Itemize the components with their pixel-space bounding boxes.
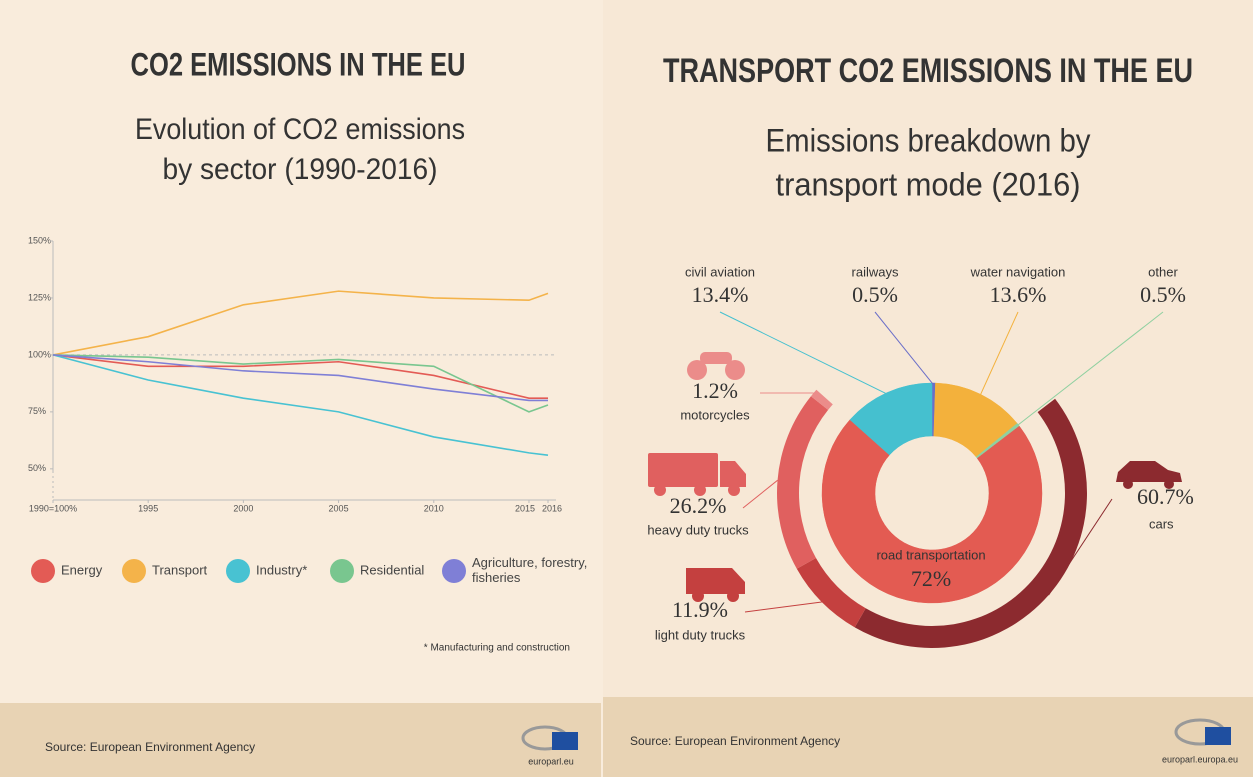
category-label: other [1148,264,1178,279]
legend-label: Industry* [256,562,307,577]
category-label: heavy duty trucks [647,522,749,537]
logo-right [1174,718,1231,746]
category-label: civil aviation [685,264,755,279]
left-background [0,0,601,777]
x-tick-label: 1995 [138,503,158,513]
breakdown-segment [854,398,1087,648]
breakdown-segment [810,389,833,410]
value-label: 26.2% [670,493,727,518]
right-footer [603,697,1253,777]
line-series [52,290,549,356]
y-tick-label: 150% [28,235,51,245]
x-tick-label: 2005 [329,503,349,513]
chart-title: CO2 EMISSIONS IN THE EU [131,46,466,82]
legend-swatch [442,559,466,583]
leader-line [742,479,778,509]
footnote: * Manufacturing and construction [424,643,570,654]
motorcycle-icon [687,352,745,380]
legend-label: Agriculture, forestry, fisheries [472,555,588,585]
chart-title: TRANSPORT CO2 EMISSIONS IN THE EU [663,52,1193,90]
value-label: 72% [911,566,951,591]
legend-swatch [226,559,250,583]
value-label: 13.6% [990,282,1047,307]
source: Source: European Environment Agency [630,734,840,748]
y-tick-label: 75% [28,406,46,416]
x-tick-label: 1990=100% [29,503,77,513]
x-tick-label: 2016 [542,503,562,513]
van-icon [686,568,745,602]
category-label: railways [852,264,899,279]
value-label: 0.5% [852,282,898,307]
logo-text: europarl.eu [528,756,574,766]
breakdown-segment [796,558,866,628]
logo-text: europarl.europa.eu [1162,754,1238,764]
category-label: light duty trucks [655,627,746,642]
chart-subtitle: Emissions breakdown by [766,122,1091,158]
value-label: 13.4% [692,282,749,307]
leader-line [1048,498,1113,596]
legend-label: Residential [360,562,424,577]
legend-label: Transport [152,562,208,577]
y-tick-label: 50% [28,463,46,473]
leader-line [874,311,935,386]
x-tick-label: 2000 [233,503,253,513]
breakdown-segment [777,396,829,569]
truck-icon [648,453,746,496]
leader-line [979,311,1019,397]
y-tick-label: 125% [28,292,51,302]
x-tick-label: 2010 [424,503,444,513]
chart-subtitle: Evolution of CO2 emissions [135,113,465,146]
y-tick-label: 100% [28,349,51,359]
line-series [52,354,549,413]
donut-segment [821,419,1043,604]
category-label: road transportation [876,547,985,562]
legend-swatch [31,559,55,583]
chart-subtitle: transport mode (2016) [776,166,1081,202]
car-icon [1116,461,1182,489]
category-label: cars [1149,516,1174,531]
legend-swatch [330,559,354,583]
value-label: 11.9% [672,597,728,622]
category-label: water navigation [970,264,1066,279]
line-series [52,354,548,402]
legend-label-box: Agriculture, forestry, fisheries [472,555,588,585]
source: Source: European Environment Agency [45,740,255,754]
chart-subtitle: by sector (1990-2016) [163,153,438,186]
line-series [52,354,548,399]
value-label: 1.2% [692,378,738,403]
leader-line [1016,311,1164,427]
leader-line [744,601,822,613]
logo-left [521,725,578,751]
category-label: motorcycles [680,407,750,422]
legend-swatch [122,559,146,583]
legend-label: Energy [61,562,103,577]
left-footer [0,703,601,777]
x-tick-label: 2015 [515,503,535,513]
leader-line [719,311,889,395]
value-label: 0.5% [1140,282,1186,307]
line-series [52,354,549,456]
value-label: 60.7% [1137,484,1194,509]
